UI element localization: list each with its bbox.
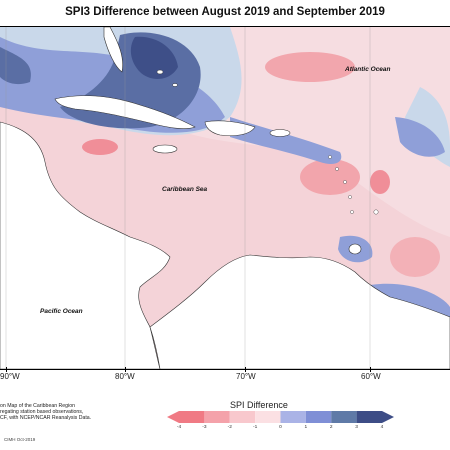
map-note: on Map of the Caribbean Region regating … — [0, 403, 110, 421]
legend-arrow-right — [382, 411, 394, 423]
lon-label-60w: 60°W — [361, 372, 381, 381]
legend-arrow-left — [167, 411, 179, 423]
lon-tick — [370, 367, 371, 372]
legend-color-box — [305, 411, 332, 423]
red-patch-antilles — [370, 170, 390, 194]
antilles-island — [350, 210, 354, 214]
red-patch-caribbean — [82, 139, 118, 155]
pacific-ocean-label: Pacific Ocean — [40, 308, 83, 315]
darkest-blue-core — [130, 36, 178, 79]
legend-tick-label: 4 — [380, 425, 384, 430]
legend-color-box — [229, 411, 256, 423]
credit-text: CIMH Oct-2019 — [4, 437, 36, 442]
bahamas-island — [156, 69, 164, 75]
lon-tick — [245, 367, 246, 372]
lon-label-70w: 70°W — [236, 372, 256, 381]
antilles-island — [328, 155, 332, 159]
lon-label-80w: 80°W — [115, 372, 135, 381]
hispaniola-island — [204, 120, 256, 137]
map-panel: Atlantic Ocean Caribbean Sea Pacific Oce… — [0, 26, 450, 370]
antilles-island — [343, 180, 347, 184]
atlantic-ocean-label: Atlantic Ocean — [344, 66, 391, 73]
blue-patch-atlantic — [395, 117, 445, 157]
red-patch-atlantic — [265, 52, 355, 82]
note-line: CF, with NCEP/NCAR Reanalysis Data. — [0, 415, 92, 421]
legend-color-box — [255, 411, 281, 423]
note-line: regating station based observations, — [0, 409, 84, 415]
note-line: on Map of the Caribbean Region — [0, 403, 75, 409]
caribbean-sea-label: Caribbean Sea — [162, 186, 208, 193]
legend-tick-label: 1 — [304, 425, 308, 430]
legend-color-box — [204, 411, 230, 423]
legend-tick-label: 3 — [355, 425, 358, 430]
red-patch-guianas — [390, 237, 440, 277]
legend-tick-label: -4 — [176, 425, 182, 430]
antilles-island — [348, 195, 352, 199]
legend-color-box — [356, 411, 382, 423]
lon-tick — [125, 367, 126, 372]
florida-landmass — [103, 27, 123, 73]
legend-color-box — [179, 411, 205, 423]
lon-label-90w: 90°W — [0, 372, 20, 381]
barbados-island — [373, 209, 379, 215]
antilles-island — [335, 167, 339, 171]
legend-tick-label: 2 — [329, 425, 333, 430]
legend-tick-labels: -4 -3 -2 -1 0 1 2 3 4 — [167, 425, 394, 433]
lon-tick — [6, 367, 7, 372]
jamaica-island — [152, 144, 178, 154]
legend-color-box — [280, 411, 306, 423]
legend-tick-label: -2 — [227, 425, 232, 430]
legend-color-box — [331, 411, 357, 423]
red-patch-east — [300, 159, 360, 195]
dark-blue-patch-west — [0, 47, 31, 85]
trinidad-island — [348, 243, 362, 255]
map-title: SPI3 Difference between August 2019 and … — [65, 6, 385, 18]
legend-tick-label: -3 — [202, 425, 207, 430]
spi-map: Atlantic Ocean Caribbean Sea Pacific Oce… — [0, 27, 450, 369]
bahamas-island — [172, 83, 178, 87]
legend-title: SPI Difference — [230, 400, 288, 410]
legend-tick-label: -1 — [252, 425, 258, 430]
legend-tick-label: 0 — [279, 425, 282, 430]
legend-colorbar — [167, 411, 394, 423]
puerto-rico-island — [269, 129, 291, 137]
blue-band-antilles — [230, 117, 342, 164]
